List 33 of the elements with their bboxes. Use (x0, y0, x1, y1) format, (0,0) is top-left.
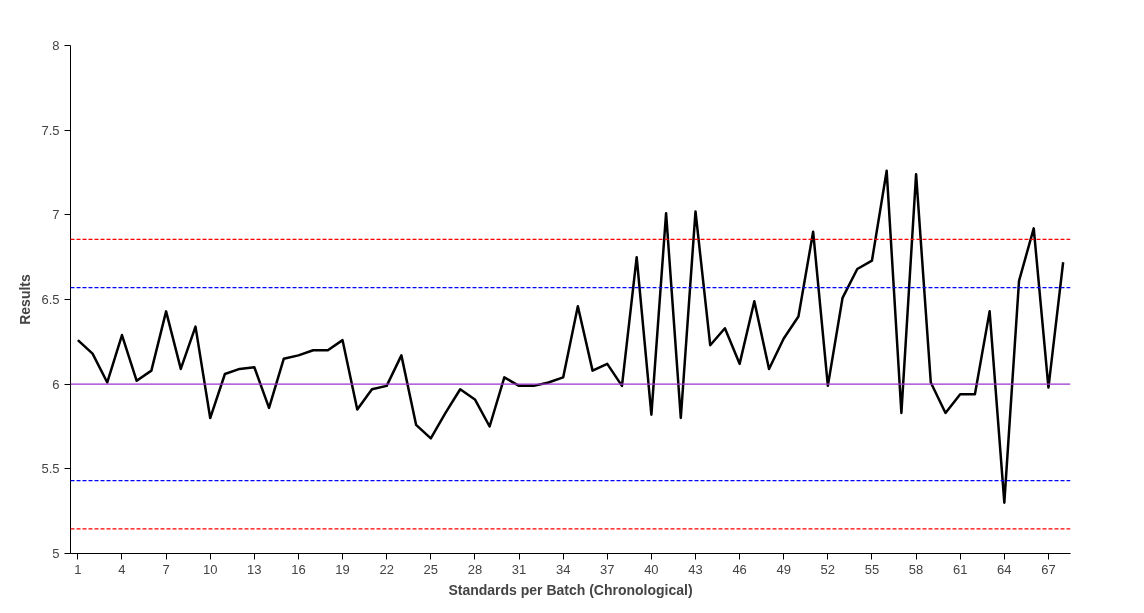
y-tick-label: 5 (52, 546, 60, 561)
x-tick-label: 22 (379, 561, 394, 577)
x-tick-label: 34 (555, 561, 571, 577)
x-tick-label: 19 (335, 561, 350, 577)
x-tick-label: 7 (162, 561, 170, 577)
x-tick-label: 58 (908, 561, 924, 577)
x-tick-label: 31 (511, 561, 527, 577)
y-tick-label: 5.5 (41, 461, 60, 477)
y-tick-label: 6 (52, 376, 60, 392)
x-tick-label: 64 (997, 561, 1012, 577)
x-tick-label: 52 (820, 561, 836, 577)
x-tick-label: 67 (1041, 561, 1056, 577)
x-tick-label: 16 (291, 561, 306, 577)
x-tick-label: 43 (688, 561, 703, 577)
x-tick-label: 40 (644, 561, 659, 577)
y-tick-label: 7.5 (41, 122, 60, 138)
y-tick-label: 7 (52, 207, 60, 223)
x-tick-label: 25 (423, 561, 439, 577)
x-tick-label: 55 (864, 561, 880, 577)
x-tick-label: 10 (202, 561, 218, 577)
y-tick-label: 8 (52, 38, 60, 53)
x-tick-label: 61 (952, 561, 968, 577)
x-tick-label: 46 (732, 561, 747, 577)
x-tick-label: 28 (467, 561, 483, 577)
x-tick-label: 4 (118, 561, 126, 577)
x-tick-label: 1 (74, 561, 82, 577)
y-tick-label: 6.5 (41, 292, 60, 307)
x-tick-label: 49 (776, 561, 791, 577)
x-tick-label: 37 (600, 561, 615, 577)
x-tick-label: 13 (247, 561, 262, 577)
x-axis-title: Standards per Batch (Chronological) (448, 581, 693, 598)
y-axis-title: Results (17, 274, 34, 325)
line-series (76, 169, 1065, 504)
